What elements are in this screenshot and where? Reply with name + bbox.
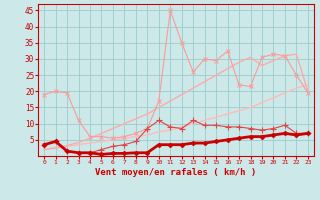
X-axis label: Vent moyen/en rafales ( km/h ): Vent moyen/en rafales ( km/h ) bbox=[95, 168, 257, 177]
